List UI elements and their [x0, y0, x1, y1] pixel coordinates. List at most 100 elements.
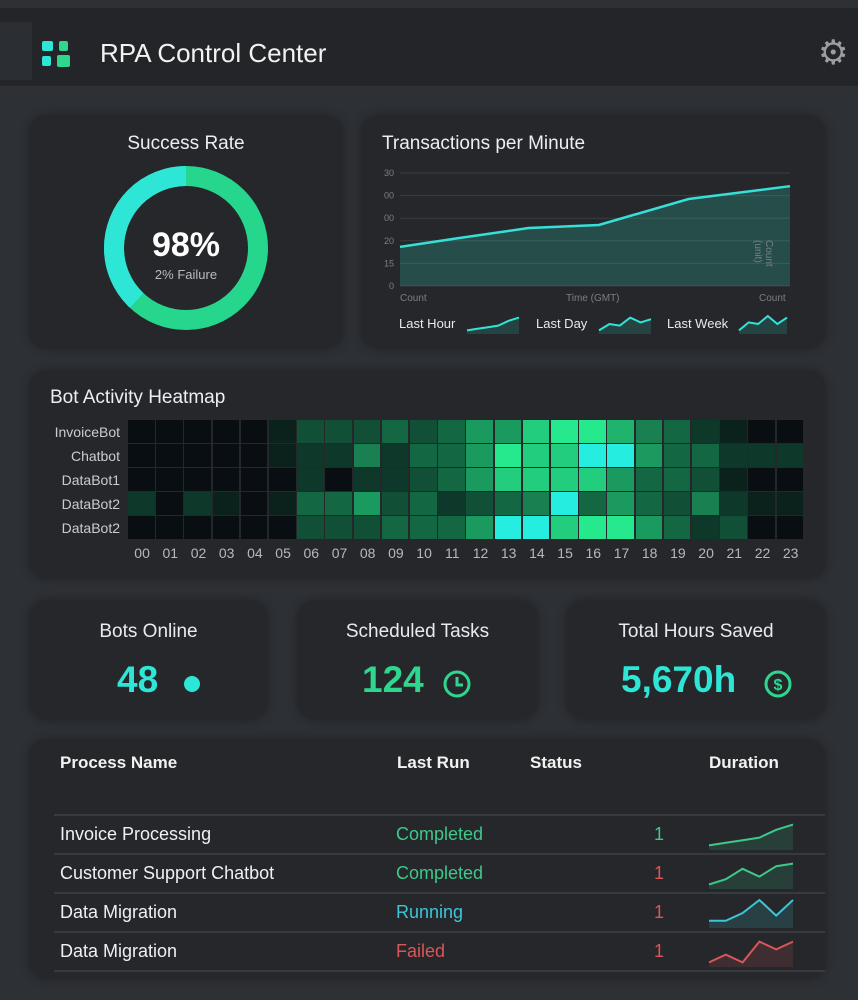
heatmap-cell[interactable]: [156, 492, 183, 515]
heatmap-cell[interactable]: [240, 492, 268, 515]
heatmap-cell[interactable]: [466, 420, 494, 443]
heatmap-cell[interactable]: [494, 468, 522, 491]
heatmap-cell[interactable]: [635, 444, 663, 467]
heatmap-cell[interactable]: [381, 420, 409, 443]
heatmap-cell[interactable]: [692, 420, 719, 443]
heatmap-cell[interactable]: [269, 468, 296, 491]
heatmap-cell[interactable]: [579, 492, 606, 515]
heatmap-cell[interactable]: [692, 468, 719, 491]
heatmap-cell[interactable]: [269, 420, 296, 443]
sidebar-toggle[interactable]: [0, 22, 32, 80]
heatmap-cell[interactable]: [240, 516, 268, 539]
col-header-duration[interactable]: Duration: [709, 753, 779, 772]
heatmap-cell[interactable]: [325, 444, 353, 467]
heatmap-cell[interactable]: [494, 444, 522, 467]
heatmap-cell[interactable]: [579, 516, 606, 539]
heatmap-cell[interactable]: [551, 492, 578, 515]
heatmap-cell[interactable]: [607, 468, 635, 491]
heatmap-cell[interactable]: [128, 468, 155, 491]
heatmap-cell[interactable]: [776, 516, 804, 539]
heatmap-cell[interactable]: [269, 444, 296, 467]
heatmap-cell[interactable]: [607, 492, 635, 515]
heatmap-cell[interactable]: [438, 444, 465, 467]
heatmap-cell[interactable]: [156, 444, 183, 467]
heatmap-cell[interactable]: [635, 468, 663, 491]
heatmap-cell[interactable]: [466, 444, 494, 467]
heatmap-cell[interactable]: [212, 468, 240, 491]
heatmap-cell[interactable]: [748, 492, 776, 515]
table-row[interactable]: Invoice Processing Completed 1: [54, 814, 825, 853]
heatmap-cell[interactable]: [663, 516, 691, 539]
heatmap-cell[interactable]: [692, 444, 719, 467]
heatmap-cell[interactable]: [720, 468, 747, 491]
heatmap-cell[interactable]: [212, 420, 240, 443]
heatmap-cell[interactable]: [720, 420, 747, 443]
heatmap-cell[interactable]: [410, 516, 437, 539]
heatmap-cell[interactable]: [438, 420, 465, 443]
heatmap-cell[interactable]: [692, 516, 719, 539]
heatmap-cell[interactable]: [381, 492, 409, 515]
heatmap-cell[interactable]: [128, 492, 155, 515]
legend-last-hour[interactable]: Last Hour: [399, 316, 456, 331]
heatmap-cell[interactable]: [720, 492, 747, 515]
heatmap-cell[interactable]: [184, 468, 212, 491]
heatmap-cell[interactable]: [410, 492, 437, 515]
heatmap-cell[interactable]: [551, 420, 578, 443]
heatmap-cell[interactable]: [240, 468, 268, 491]
heatmap-cell[interactable]: [522, 492, 550, 515]
heatmap-cell[interactable]: [748, 444, 776, 467]
heatmap-cell[interactable]: [438, 516, 465, 539]
heatmap-cell[interactable]: [720, 516, 747, 539]
gear-icon[interactable]: ⚙: [818, 34, 849, 72]
heatmap-cell[interactable]: [551, 444, 578, 467]
heatmap-cell[interactable]: [325, 492, 353, 515]
heatmap-cell[interactable]: [748, 516, 776, 539]
legend-last-week[interactable]: Last Week: [667, 316, 729, 331]
heatmap-cell[interactable]: [748, 420, 776, 443]
heatmap-cell[interactable]: [128, 444, 155, 467]
heatmap-cell[interactable]: [663, 420, 691, 443]
heatmap-cell[interactable]: [776, 420, 804, 443]
heatmap-cell[interactable]: [184, 420, 212, 443]
heatmap-cell[interactable]: [410, 468, 437, 491]
heatmap-cell[interactable]: [663, 444, 691, 467]
heatmap-cell[interactable]: [466, 468, 494, 491]
heatmap-cell[interactable]: [156, 468, 183, 491]
heatmap-cell[interactable]: [212, 492, 240, 515]
heatmap-cell[interactable]: [494, 516, 522, 539]
heatmap-cell[interactable]: [522, 468, 550, 491]
heatmap-cell[interactable]: [240, 444, 268, 467]
heatmap-cell[interactable]: [551, 516, 578, 539]
heatmap-cell[interactable]: [353, 492, 381, 515]
heatmap-cell[interactable]: [466, 516, 494, 539]
heatmap-cell[interactable]: [579, 468, 606, 491]
heatmap-cell[interactable]: [212, 444, 240, 467]
heatmap-cell[interactable]: [156, 516, 183, 539]
legend-last-day[interactable]: Last Day: [536, 316, 588, 331]
heatmap-cell[interactable]: [635, 492, 663, 515]
table-row[interactable]: Customer Support Chatbot Completed 1: [54, 853, 825, 892]
heatmap-cell[interactable]: [353, 468, 381, 491]
heatmap-cell[interactable]: [297, 420, 324, 443]
heatmap-cell[interactable]: [184, 492, 212, 515]
heatmap-cell[interactable]: [353, 420, 381, 443]
heatmap-cell[interactable]: [381, 516, 409, 539]
heatmap-cell[interactable]: [494, 420, 522, 443]
heatmap-cell[interactable]: [635, 420, 663, 443]
heatmap-cell[interactable]: [184, 444, 212, 467]
heatmap-cell[interactable]: [184, 516, 212, 539]
heatmap-cell[interactable]: [410, 420, 437, 443]
heatmap-cell[interactable]: [607, 516, 635, 539]
heatmap-cell[interactable]: [663, 492, 691, 515]
heatmap-cell[interactable]: [466, 492, 494, 515]
heatmap-cell[interactable]: [297, 492, 324, 515]
heatmap-cell[interactable]: [607, 444, 635, 467]
heatmap-cell[interactable]: [494, 492, 522, 515]
heatmap-cell[interactable]: [297, 444, 324, 467]
heatmap-cell[interactable]: [438, 468, 465, 491]
heatmap-cell[interactable]: [776, 468, 804, 491]
heatmap-cell[interactable]: [438, 492, 465, 515]
heatmap-cell[interactable]: [240, 420, 268, 443]
heatmap-cell[interactable]: [692, 492, 719, 515]
heatmap-cell[interactable]: [353, 516, 381, 539]
